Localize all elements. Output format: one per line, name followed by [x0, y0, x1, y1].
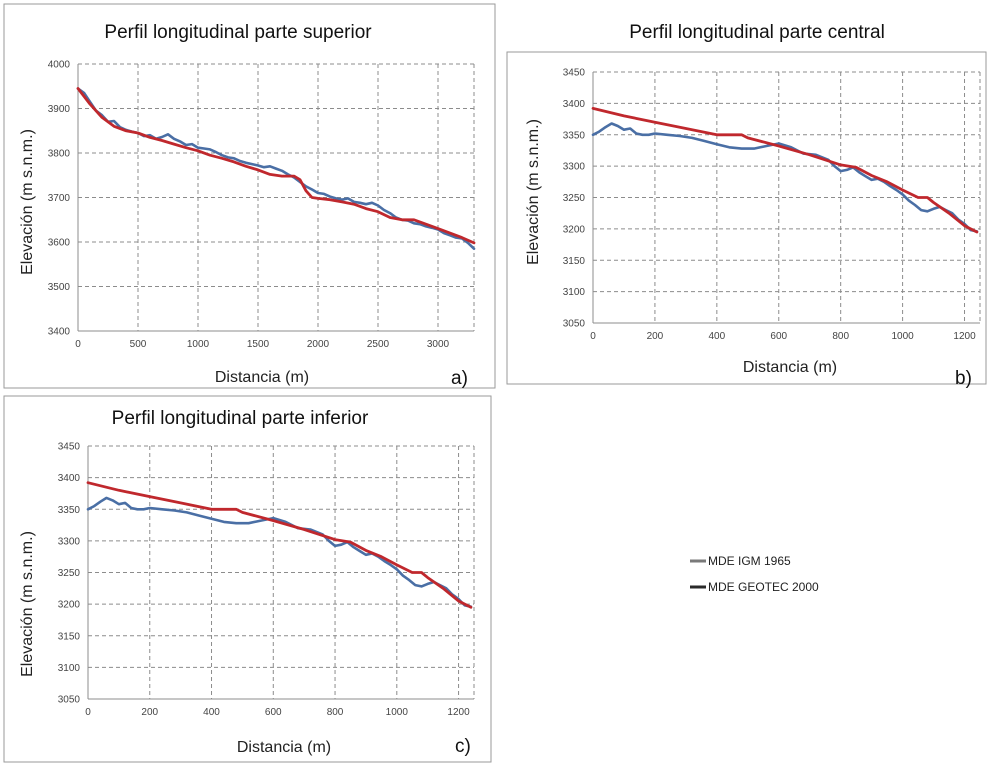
legend: MDE IGM 1965 MDE GEOTEC 2000 — [690, 554, 819, 594]
y-axis-label-c: Elevación (m s.n.m.) — [19, 531, 36, 677]
panel-letter-c: c) — [455, 736, 471, 757]
x-ticks-c: 0 200 400 600 800 1000 1200 — [85, 707, 470, 718]
x-tick-label: 0 — [75, 339, 81, 350]
y-ticks-b: 3050 3100 3150 3200 3250 3300 3350 3400 3450 — [563, 68, 586, 330]
chart-panel-a: Perfil longitudinal parte superior 34003… — [19, 22, 476, 389]
chart-panel-b: Perfil longitudinal parte central 3050 31… — [525, 22, 981, 389]
x-ticks-b: 0 200 400 600 800 1000 1200 — [590, 331, 976, 342]
y-tick-label: 3200 — [563, 224, 586, 235]
y-tick-label: 3500 — [48, 282, 71, 293]
grid-a — [77, 63, 475, 332]
y-tick-label: 3250 — [563, 193, 586, 204]
y-tick-label: 3350 — [563, 130, 586, 141]
x-tick-label: 2500 — [367, 339, 390, 350]
series-lines-a — [76, 87, 476, 250]
grid-c — [87, 445, 475, 700]
x-tick-label: 1500 — [247, 339, 270, 350]
y-ticks-c: 3050 3100 3150 3200 3250 3300 3350 3400 3450 — [58, 442, 81, 706]
x-axis-label-b: Distancia (m) — [743, 359, 837, 376]
x-tick-label: 0 — [85, 707, 91, 718]
y-tick-label: 3350 — [58, 505, 81, 516]
x-tick-label: 200 — [647, 331, 664, 342]
x-axis-label-a: Distancia (m) — [215, 369, 309, 386]
legend-label-igm: MDE IGM 1965 — [708, 554, 791, 568]
x-tick-label: 1000 — [891, 331, 914, 342]
y-tick-label: 3450 — [58, 442, 81, 453]
series-line-red — [86, 481, 473, 609]
y-ticks-a: 3400 3500 3600 3700 3800 3900 4000 — [48, 60, 71, 338]
x-tick-label: 1200 — [447, 707, 470, 718]
x-tick-label: 400 — [708, 331, 725, 342]
x-axis-label-c: Distancia (m) — [237, 739, 331, 756]
y-tick-label: 3400 — [48, 327, 71, 338]
series-line-red — [591, 107, 979, 234]
x-tick-label: 200 — [141, 707, 158, 718]
y-axis-label-b: Elevación (m s.n.m.) — [525, 119, 542, 265]
x-tick-label: 800 — [327, 707, 344, 718]
y-tick-label: 3200 — [58, 600, 81, 611]
x-tick-label: 0 — [590, 331, 596, 342]
series-lines-b — [591, 107, 979, 234]
y-tick-label: 4000 — [48, 60, 71, 71]
y-tick-label: 3800 — [48, 149, 71, 160]
y-tick-label: 3400 — [58, 473, 81, 484]
y-tick-label: 3100 — [563, 287, 586, 298]
y-tick-label: 3050 — [563, 319, 586, 330]
x-tick-label: 3000 — [427, 339, 450, 350]
x-tick-label: 2000 — [307, 339, 330, 350]
y-tick-label: 3250 — [58, 568, 81, 579]
x-tick-label: 600 — [770, 331, 787, 342]
chart-panel-c: Perfil longitudinal parte inferior 30503… — [19, 408, 475, 757]
panel-frame-b — [506, 51, 987, 385]
series-lines-c — [86, 481, 473, 609]
y-tick-label: 3300 — [563, 162, 586, 173]
x-ticks-a: 0 500 1000 1500 2000 2500 3000 — [75, 339, 449, 350]
chart-title-c: Perfil longitudinal parte inferior — [112, 408, 369, 429]
chart-title-b: Perfil longitudinal parte central — [629, 22, 885, 43]
y-tick-label: 3600 — [48, 238, 71, 249]
panel-letter-b: b) — [955, 368, 972, 389]
y-tick-label: 3450 — [563, 68, 586, 79]
x-tick-label: 600 — [265, 707, 282, 718]
series-line-red — [76, 87, 476, 245]
y-tick-label: 3150 — [58, 631, 81, 642]
y-tick-label: 3700 — [48, 193, 71, 204]
x-tick-label: 1000 — [386, 707, 409, 718]
x-tick-label: 400 — [203, 707, 220, 718]
y-tick-label: 3900 — [48, 104, 71, 115]
y-axis-label-a: Elevación (m s.n.m.) — [19, 129, 36, 275]
x-tick-label: 500 — [130, 339, 147, 350]
y-tick-label: 3300 — [58, 536, 81, 547]
panel-frame-a — [3, 3, 496, 389]
y-tick-label: 3100 — [58, 663, 81, 674]
x-tick-label: 800 — [832, 331, 849, 342]
legend-label-geotec: MDE GEOTEC 2000 — [708, 580, 819, 594]
y-tick-label: 3050 — [58, 695, 81, 706]
panel-letter-a: a) — [451, 368, 468, 389]
chart-title-a: Perfil longitudinal parte superior — [104, 22, 372, 43]
x-tick-label: 1000 — [187, 339, 210, 350]
x-tick-label: 1200 — [953, 331, 976, 342]
y-tick-label: 3150 — [563, 256, 586, 267]
y-tick-label: 3400 — [563, 99, 586, 110]
